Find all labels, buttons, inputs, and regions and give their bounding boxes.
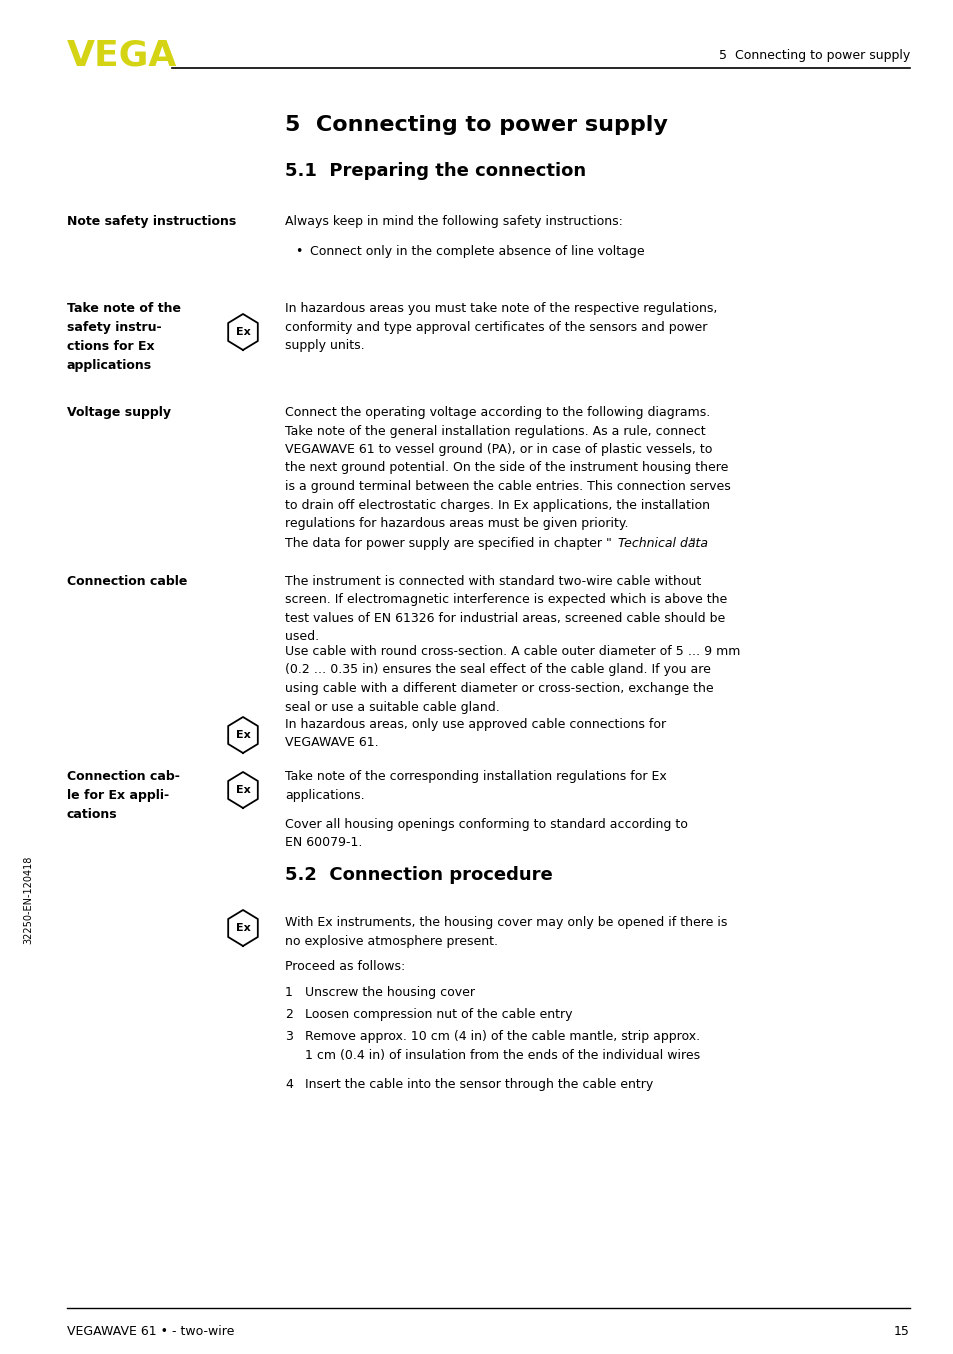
Text: In hazardous areas you must take note of the respective regulations,
conformity : In hazardous areas you must take note of…	[285, 302, 717, 352]
Text: 5  Connecting to power supply: 5 Connecting to power supply	[718, 49, 909, 61]
Text: Connect only in the complete absence of line voltage: Connect only in the complete absence of …	[310, 245, 644, 259]
Text: Connection cable: Connection cable	[67, 575, 187, 588]
Text: 5.2  Connection procedure: 5.2 Connection procedure	[285, 867, 552, 884]
Text: Note safety instructions: Note safety instructions	[67, 215, 236, 227]
Text: 15: 15	[893, 1326, 909, 1338]
Text: Remove approx. 10 cm (4 in) of the cable mantle, strip approx.
1 cm (0.4 in) of : Remove approx. 10 cm (4 in) of the cable…	[305, 1030, 700, 1062]
Text: Proceed as follows:: Proceed as follows:	[285, 960, 405, 974]
Text: The data for power supply are specified in chapter ": The data for power supply are specified …	[285, 538, 611, 550]
Text: 5.1  Preparing the connection: 5.1 Preparing the connection	[285, 162, 585, 180]
Text: Voltage supply: Voltage supply	[67, 406, 171, 418]
Text: Connect the operating voltage according to the following diagrams.
Take note of : Connect the operating voltage according …	[285, 406, 730, 529]
Text: Take note of the
safety instru-
ctions for Ex
applications: Take note of the safety instru- ctions f…	[67, 302, 181, 372]
Text: Loosen compression nut of the cable entry: Loosen compression nut of the cable entr…	[305, 1007, 572, 1021]
Text: With Ex instruments, the housing cover may only be opened if there is
no explosi: With Ex instruments, the housing cover m…	[285, 917, 726, 948]
Text: 3: 3	[285, 1030, 293, 1043]
Text: Ex: Ex	[235, 328, 250, 337]
Text: Connection cab-
le for Ex appli-
cations: Connection cab- le for Ex appli- cations	[67, 770, 180, 821]
Text: VEGAWAVE 61 • - two-wire: VEGAWAVE 61 • - two-wire	[67, 1326, 234, 1338]
Text: Ex: Ex	[235, 785, 250, 795]
Text: Always keep in mind the following safety instructions:: Always keep in mind the following safety…	[285, 215, 622, 227]
Text: 5  Connecting to power supply: 5 Connecting to power supply	[285, 115, 667, 135]
Text: Ex: Ex	[235, 923, 250, 933]
Text: 32250-EN-120418: 32250-EN-120418	[23, 856, 33, 944]
Text: The instrument is connected with standard two-wire cable without
screen. If elec: The instrument is connected with standar…	[285, 575, 726, 643]
Text: Cover all housing openings conforming to standard according to
EN 60079-1.: Cover all housing openings conforming to…	[285, 818, 687, 849]
Text: Use cable with round cross-section. A cable outer diameter of 5 … 9 mm
(0.2 … 0.: Use cable with round cross-section. A ca…	[285, 645, 740, 714]
Text: ".: ".	[689, 538, 700, 550]
Text: Insert the cable into the sensor through the cable entry: Insert the cable into the sensor through…	[305, 1078, 653, 1091]
Text: 2: 2	[285, 1007, 293, 1021]
Text: 4: 4	[285, 1078, 293, 1091]
Text: Technical data: Technical data	[618, 538, 707, 550]
Text: •: •	[294, 245, 302, 259]
Text: VEGA: VEGA	[67, 38, 177, 72]
Text: 1: 1	[285, 986, 293, 999]
Text: Ex: Ex	[235, 730, 250, 741]
Text: In hazardous areas, only use approved cable connections for
VEGAWAVE 61.: In hazardous areas, only use approved ca…	[285, 718, 665, 750]
Text: Take note of the corresponding installation regulations for Ex
applications.: Take note of the corresponding installat…	[285, 770, 666, 802]
Text: Unscrew the housing cover: Unscrew the housing cover	[305, 986, 475, 999]
